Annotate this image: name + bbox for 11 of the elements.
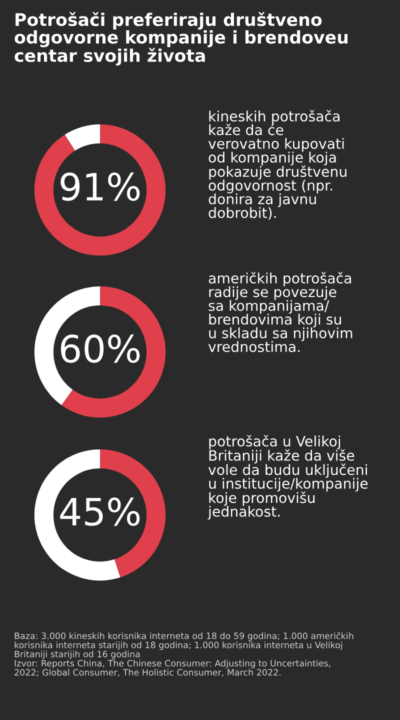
data-label: 91% (60, 172, 140, 201)
text: potrošača u Velikoj Britaniji kaže da više vole da budu uključeni u institucije/kompanije koje promovišu jednakost. (208, 435, 368, 520)
donut-slice (34, 124, 166, 256)
text: Baza: 3.000 kineskih korisnika interneta od 18 do 59 godina; 1.000 američkih korisnika interneta starijih od 18 godina; 1.000 korisnika interneta u Velikoj Britaniji starijih od 16 godina Izvor: Reports China, The Chinese Consumer: Adjusting to Uncertainties, 2022; Global Consumer, The Holistic Consumer, March 2022. (14, 632, 354, 677)
data-label: 60% (60, 334, 140, 363)
donut-slice (61, 286, 166, 418)
donut-slice (64, 124, 100, 151)
data-label: 45% (60, 498, 140, 526)
chart-title: Potrošači preferiraju društveno odgovorne kompanije i brendoveu centar svojih života (14, 12, 348, 66)
text: kineskih potrošača kaže da će verovatno kupovati od kompanije koja pokazuje društvenu odgovornost (npr. donira za javnu dobrobit). (208, 110, 346, 220)
text: američkih potrošača radije se povezuje sa kompanijama/ brendovima koji su u skladu sa njihovim vrednostima. (208, 272, 352, 352)
